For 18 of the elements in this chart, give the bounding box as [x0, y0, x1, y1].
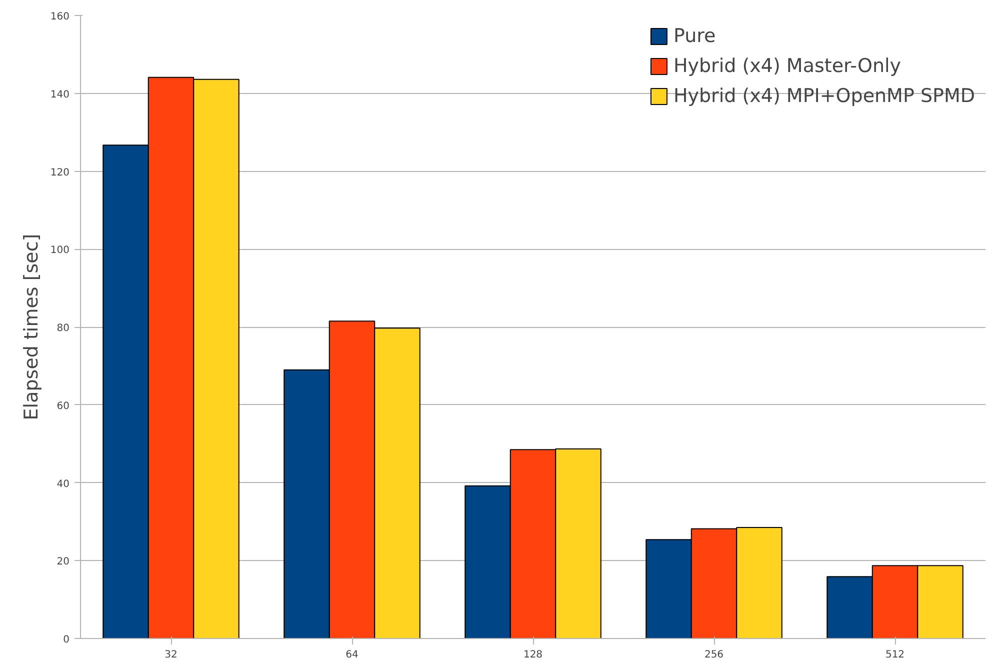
y-tick-label: 60	[56, 400, 70, 412]
y-tick-label: 120	[50, 167, 70, 178]
y-tick-label: 140	[50, 89, 70, 100]
legend-label: Pure	[673, 25, 716, 47]
y-tick-label: 80	[56, 323, 70, 334]
y-tick-label: 20	[56, 556, 70, 568]
x-tick-label: 64	[346, 650, 358, 660]
y-tick-label: 40	[56, 478, 70, 490]
x-tick-label: 256	[704, 650, 724, 660]
legend-label: Hybrid (x4) Master-Only	[673, 55, 902, 77]
y-tick-label: 100	[50, 245, 70, 256]
x-tick-label: 512	[885, 650, 905, 660]
y-tick-label: 160	[50, 12, 70, 22]
x-tick-label: 128	[523, 650, 543, 660]
y-tick-label: 0	[63, 634, 70, 646]
legend-label: Hybrid (x4) MPI+OpenMP SPMD	[673, 85, 975, 107]
x-tick-label: 32	[164, 650, 178, 660]
y-axis-title: Elapsed times [sec]	[20, 234, 42, 420]
